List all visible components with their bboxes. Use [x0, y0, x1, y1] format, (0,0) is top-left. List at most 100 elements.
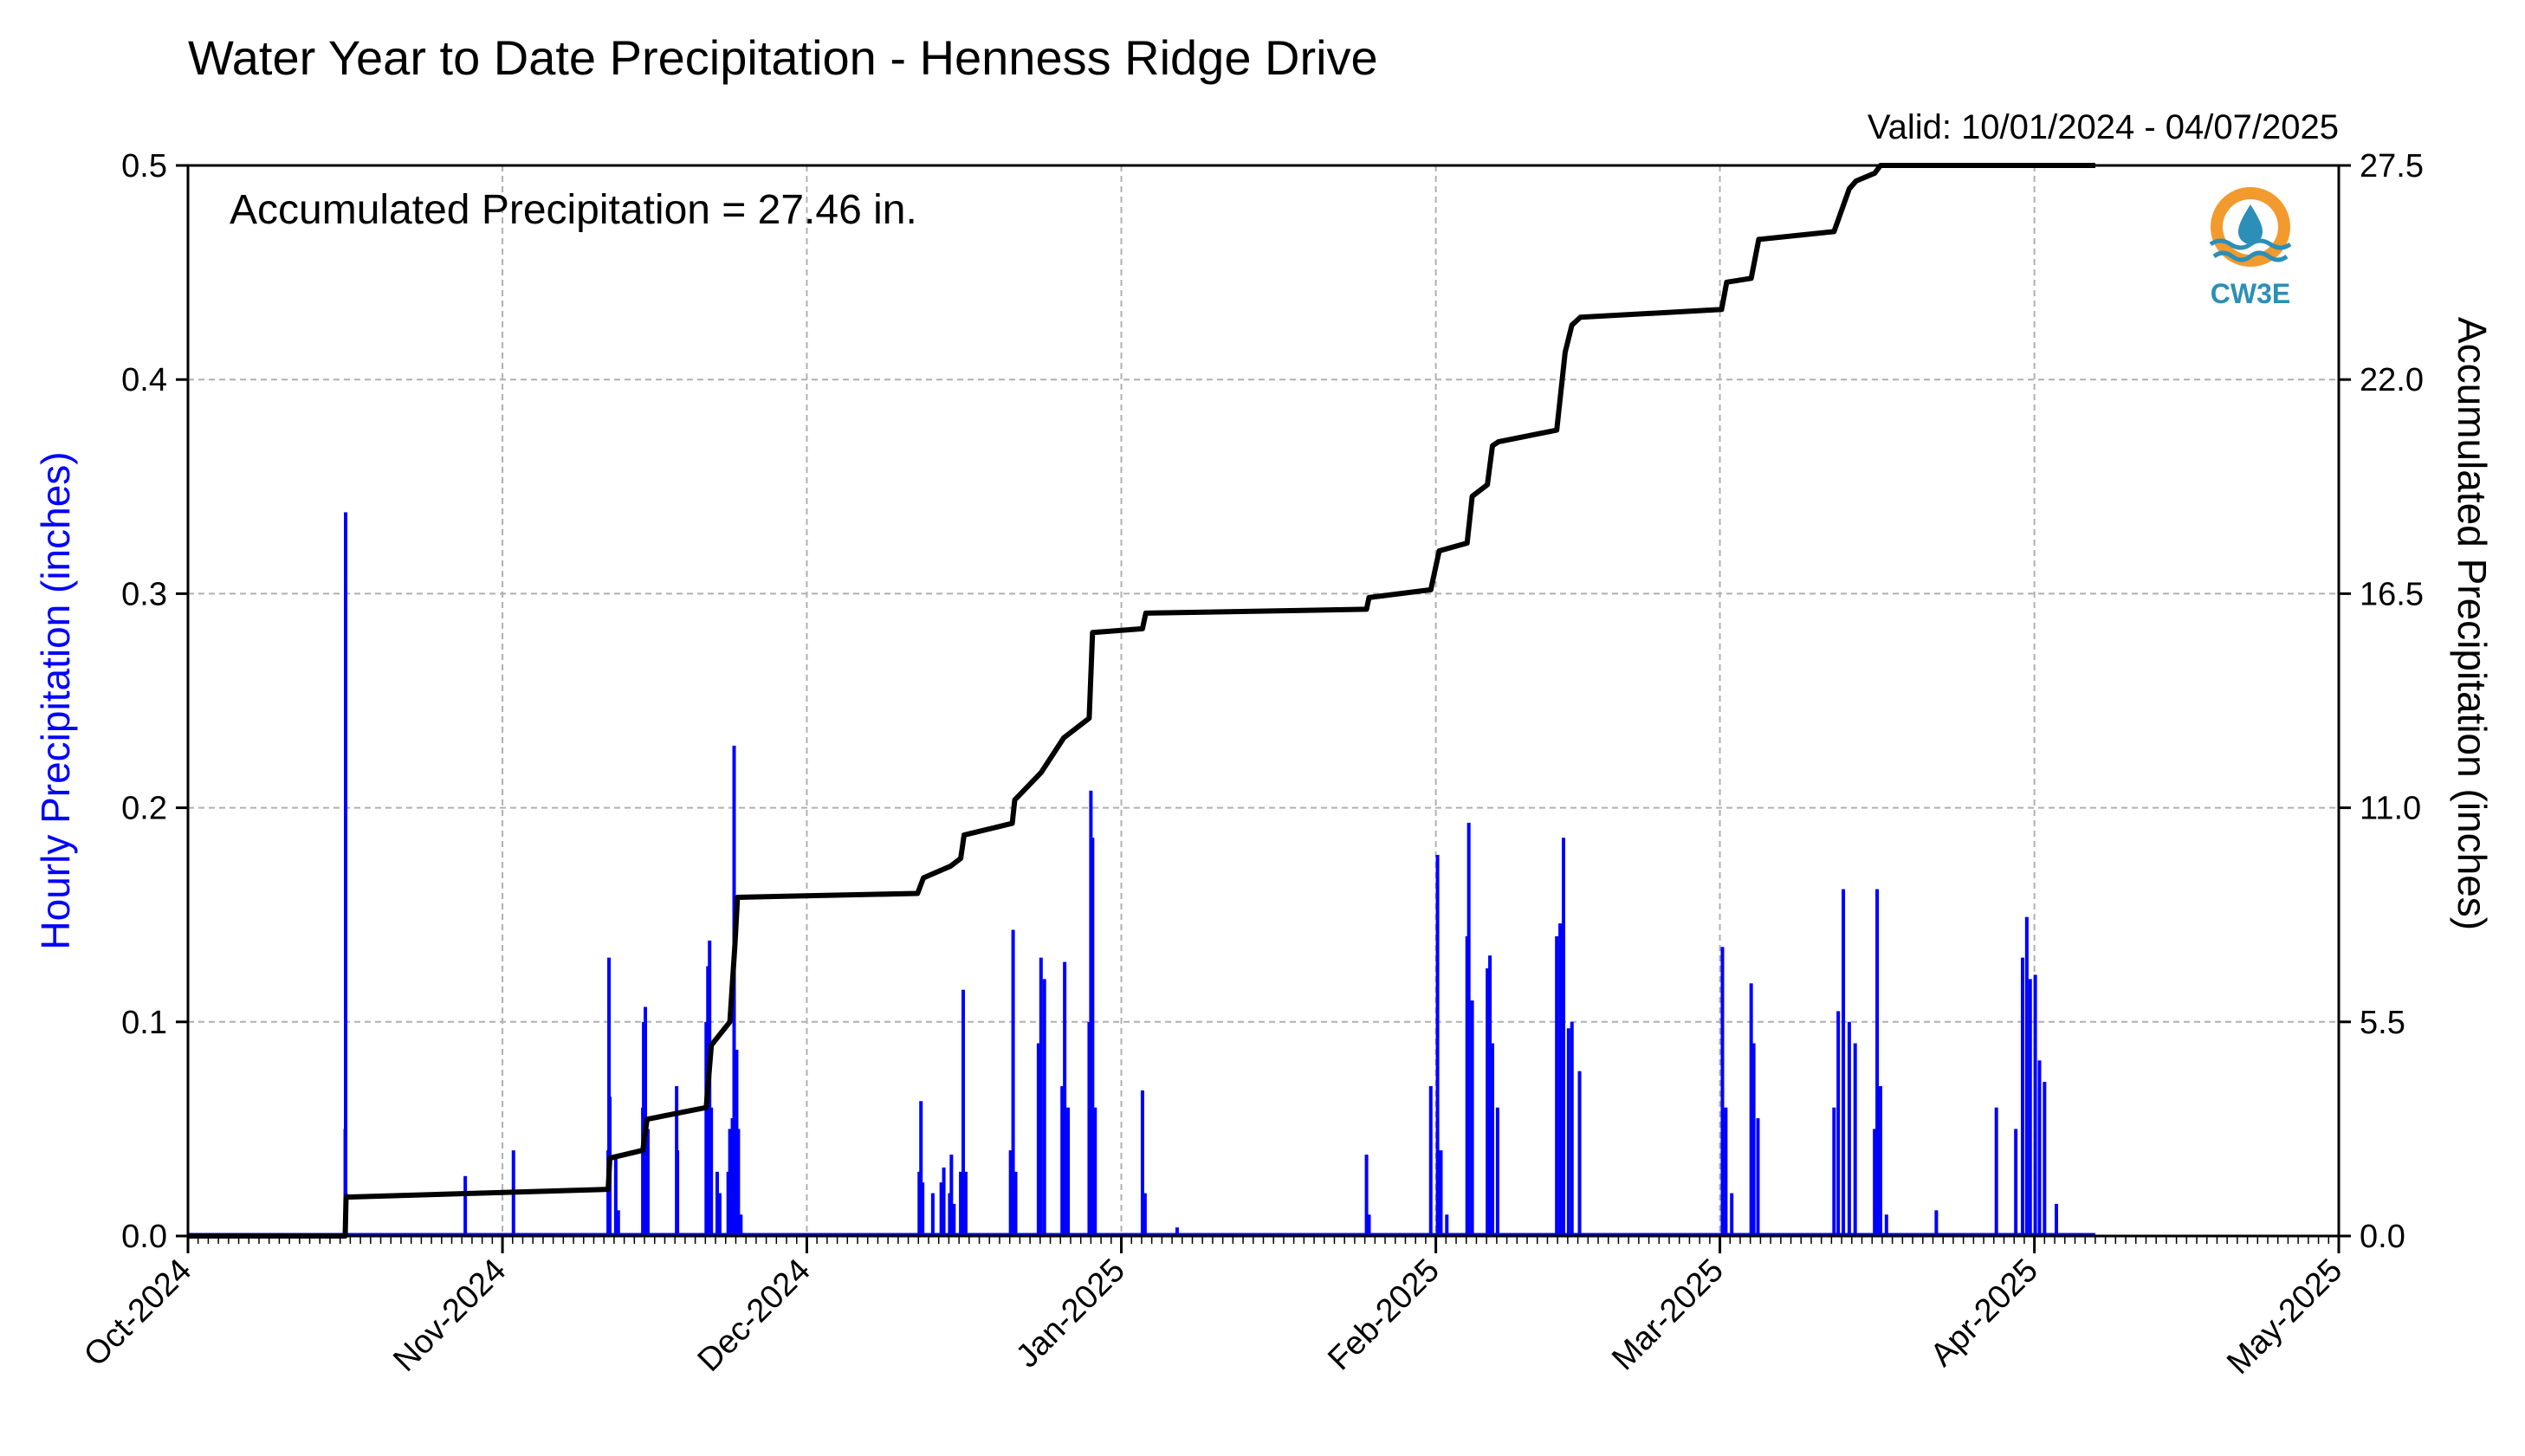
hourly-bar [1175, 1227, 1179, 1236]
y-tick-label-left: 0.3 [121, 576, 167, 612]
hourly-bar [1853, 1043, 1857, 1236]
hourly-bar [939, 1182, 943, 1236]
hourly-bar [2024, 916, 2029, 1236]
y-tick-label-left: 0.1 [121, 1005, 167, 1041]
hourly-bar [463, 1175, 468, 1236]
hourly-bar [1491, 1043, 1495, 1236]
accumulated-line [188, 163, 2095, 1239]
hourly-bar [2020, 957, 2024, 1236]
y-tick-label-right: 27.5 [2360, 148, 2424, 184]
hourly-bar [1364, 1155, 1369, 1236]
y-tick-label-right: 16.5 [2360, 576, 2424, 612]
x-tick-label: Dec-2024 [691, 1252, 818, 1379]
x-tick-label: Nov-2024 [386, 1252, 513, 1379]
hourly-bar [942, 1167, 946, 1236]
y-tick-label-left: 0.5 [121, 148, 167, 184]
y-axis-right-label: Accumulated Precipitation (inches) [2450, 317, 2495, 930]
hourly-bar [1836, 1011, 1841, 1236]
hourly-bar [2028, 979, 2032, 1236]
hourly-bar [1143, 1193, 1147, 1236]
hourly-bar [2033, 974, 2037, 1236]
y-tick-label-left: 0.4 [121, 362, 167, 398]
hourly-bar [963, 1171, 968, 1236]
hourly-bar [952, 1203, 956, 1236]
hourly-bar [1428, 1085, 1433, 1236]
hourly-bar [1066, 1107, 1071, 1236]
y-tick-label-right: 11.0 [2360, 791, 2421, 827]
hourly-bar [1063, 961, 1067, 1236]
hourly-bar [344, 512, 348, 1236]
hourly-bar [1060, 1085, 1065, 1236]
valid-date-range: Valid: 10/01/2024 - 04/07/2025 [1868, 108, 2339, 146]
hourly-bar [1488, 955, 1492, 1236]
hourly-bar [1011, 929, 1015, 1236]
hourly-bar [1013, 1171, 1018, 1236]
hourly-bar [949, 1155, 954, 1236]
hourly-bar [2043, 1082, 2047, 1236]
hourly-bar [1847, 1021, 1851, 1236]
hourly-bar [1934, 1210, 1939, 1236]
hourly-bar [1495, 1107, 1499, 1236]
x-tick-label: May-2025 [2220, 1252, 2349, 1382]
x-tick-label: Jan-2025 [1009, 1252, 1132, 1375]
hourly-bar [1561, 838, 1565, 1236]
hourly-bar [1832, 1107, 1836, 1236]
grid-lines [188, 165, 2339, 1236]
accumulated-line-group [188, 163, 2095, 1239]
x-tick-label: Oct-2024 [77, 1252, 198, 1374]
hourly-bar [961, 989, 966, 1236]
hourly-bar [1566, 1028, 1570, 1236]
hourly-bar [1367, 1214, 1371, 1236]
hourly-bar [1577, 1071, 1582, 1236]
hourly-bar [919, 1101, 923, 1236]
hourly-bar [2037, 1060, 2042, 1236]
cw3e-logo: CW3E [2209, 187, 2292, 309]
logo-drop-icon [2238, 204, 2263, 244]
hourly-bar [959, 1171, 963, 1236]
hourly-bar [1555, 935, 1559, 1236]
hourly-bar [1008, 1150, 1013, 1236]
hourly-bar [1570, 1021, 1574, 1236]
hourly-bar [1036, 1043, 1040, 1236]
hourly-bar [1884, 1214, 1888, 1236]
hourly-bar [2055, 1203, 2059, 1236]
hourly-bar [1466, 822, 1471, 1236]
y-tick-label-right: 0.0 [2360, 1219, 2405, 1255]
hourly-bar [921, 1182, 925, 1236]
hourly-bar [1091, 838, 1095, 1236]
hourly-bar [1749, 983, 1753, 1236]
x-tick-label: Apr-2025 [1924, 1252, 2045, 1374]
hourly-bar [1486, 968, 1490, 1236]
chart-title: Water Year to Date Precipitation - Henne… [188, 30, 1378, 85]
hourly-bar [715, 1171, 719, 1236]
hourly-bar [1756, 1118, 1760, 1236]
hourly-bar [613, 1159, 618, 1236]
hourly-bar [709, 1107, 714, 1236]
accumulated-total-annotation: Accumulated Precipitation = 27.46 in. [230, 187, 917, 233]
hourly-bar [930, 1193, 935, 1236]
hourly-bar [616, 1210, 620, 1236]
hourly-bar [1445, 1214, 1449, 1236]
x-tick-label: Feb-2025 [1321, 1252, 1447, 1378]
hourly-bar [1720, 947, 1725, 1236]
hourly-bar [1875, 889, 1880, 1236]
x-tick-label: Mar-2025 [1605, 1252, 1731, 1378]
hourly-bar [676, 1150, 680, 1236]
hourly-bar [728, 1129, 732, 1236]
plot-frame [186, 164, 2340, 1238]
hourly-bar [1093, 1107, 1097, 1236]
hourly-bar [1873, 1129, 1877, 1236]
hourly-bar [1470, 1000, 1474, 1236]
hourly-bar [1558, 923, 1563, 1236]
hourly-bar [1435, 854, 1440, 1236]
y-axis-left-label: Hourly Precipitation (inches) [33, 451, 78, 949]
hourly-bar [1039, 957, 1043, 1236]
y-tick-label-right: 22.0 [2360, 362, 2424, 398]
y-tick-label-right: 5.5 [2360, 1005, 2405, 1041]
hourly-bar [717, 1193, 722, 1236]
hourly-bar [739, 1214, 743, 1236]
hourly-bar [1994, 1107, 1998, 1236]
hourly-bar [645, 1129, 650, 1236]
hourly-bar [1730, 1193, 1734, 1236]
